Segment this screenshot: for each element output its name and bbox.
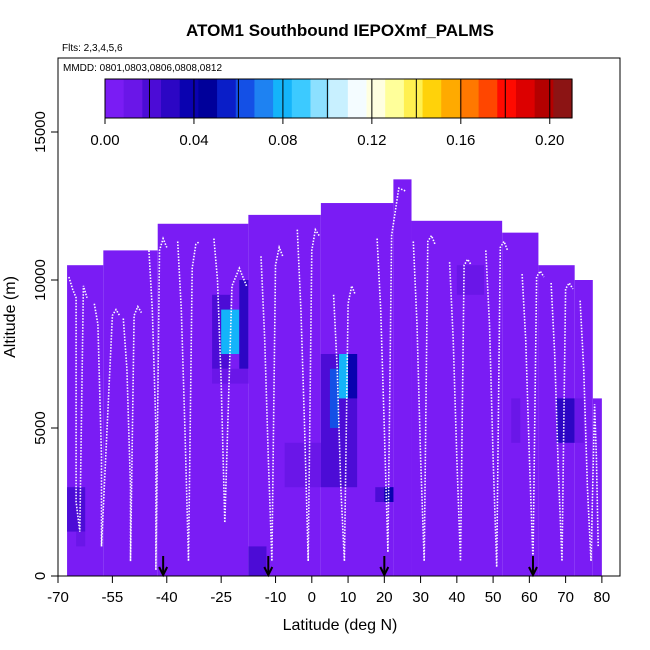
x-tick-label: -10 (265, 589, 287, 606)
heatmap-cell (339, 354, 349, 399)
x-tick-label: 0 (308, 589, 316, 606)
flights-note: Flts: 2,3,4,5,6 (62, 43, 123, 54)
heatmap-cell (248, 546, 267, 576)
heatmap-cell (592, 398, 602, 576)
x-tick-label: 20 (376, 589, 393, 606)
heatmap-cell (511, 398, 521, 443)
y-axis: 0 5000 10000 15000 (32, 111, 58, 580)
flight-track (376, 187, 407, 553)
x-tick-label: -70 (47, 589, 69, 606)
dates-note: MMDD: 0801,0803,0806,0808,0812 (63, 63, 222, 74)
colorbar-tick-label: 0.20 (535, 132, 564, 149)
colorbar-swatch (534, 79, 554, 118)
arrow-marker-head (379, 566, 390, 578)
heatmap-cell (556, 398, 575, 443)
flight-track (176, 240, 200, 562)
x-tick-label: -40 (156, 589, 178, 606)
colorbar-swatch (366, 79, 386, 118)
colorbar-swatch (422, 79, 442, 118)
colorbar-tick-label: 0.08 (268, 132, 297, 149)
flight-tracks (68, 187, 599, 571)
x-axis: -70 -55 -40 -25 -10 0 10 20 30 40 50 60 70 80 (47, 576, 610, 606)
y-tick-label: 15000 (32, 111, 49, 153)
colorbar-swatch (329, 79, 349, 118)
colorbar-swatch (142, 79, 162, 118)
heatmap-cell (384, 487, 394, 502)
y-axis-label: Altitude (m) (2, 276, 19, 358)
heatmap-cell (574, 398, 584, 443)
colorbar: 0.00 0.04 0.08 0.12 0.16 0.20 (90, 78, 573, 149)
colorbar-tick-label: 0.04 (179, 132, 208, 149)
x-tick-label: -25 (210, 589, 232, 606)
colorbar-swatch (441, 79, 461, 118)
heatmap-cell (67, 487, 86, 532)
colorbar-tick-label: 0.12 (357, 132, 386, 149)
heatmap-cell (157, 223, 249, 576)
flight-track (260, 244, 284, 562)
y-tick-label: 10000 (32, 259, 49, 301)
colorbar-swatch (497, 79, 517, 118)
x-tick-label: 40 (448, 589, 465, 606)
flight-track (296, 227, 320, 562)
x-axis-label: Latitude (deg N) (283, 617, 398, 634)
colorbar-swatch (198, 79, 218, 118)
colorbar-frame (104, 78, 573, 119)
arrow-marker-head (158, 566, 169, 578)
flight-track (122, 304, 143, 562)
heatmap-cell (456, 265, 485, 295)
colorbar-swatch (553, 79, 573, 118)
x-tick-label: 70 (557, 589, 574, 606)
flight-track (213, 238, 248, 523)
flight-track (93, 303, 121, 547)
colorbar-swatch (459, 79, 480, 118)
heatmap-cell (212, 368, 249, 384)
arrow-marker-head (528, 566, 538, 578)
colorbar-swatch (478, 79, 498, 118)
heatmap-cell (239, 280, 249, 369)
x-tick-label: 60 (521, 589, 538, 606)
y-tick-label: 5000 (32, 411, 49, 444)
colorbar-swatch (347, 79, 368, 118)
colorbar-tick-label: 0.00 (90, 132, 119, 149)
arrow-marker-head (263, 566, 274, 578)
colorbar-swatch (385, 79, 405, 118)
heatmap-cell (76, 531, 86, 547)
heatmap-cell (393, 179, 412, 577)
flight-track (579, 300, 599, 562)
colorbar-swatch (105, 79, 125, 118)
arrow-markers (158, 556, 538, 578)
chart-title: ATOM1 Southbound IEPOXmf_PALMS (186, 21, 494, 40)
colorbar-swatch (235, 79, 256, 118)
plot-frame (57, 57, 621, 577)
heatmap-cells (67, 179, 602, 577)
colorbar-swatch (161, 79, 181, 118)
x-tick-label: 30 (412, 589, 429, 606)
x-tick-label: -55 (102, 589, 124, 606)
colorbar-swatch (254, 79, 274, 118)
colorbar-swatch (310, 79, 330, 118)
colorbar-swatch (123, 79, 143, 118)
x-tick-label: 50 (485, 589, 502, 606)
y-tick-label: 0 (32, 572, 49, 580)
flight-track (68, 276, 88, 532)
colorbar-swatch (217, 79, 237, 118)
heatmap-cell (329, 368, 339, 428)
flight-track (147, 236, 168, 571)
colorbar-swatch (403, 79, 424, 118)
heatmap-cell (248, 214, 321, 576)
x-tick-label: 80 (594, 589, 611, 606)
colorbar-swatch (179, 79, 199, 118)
colorbar-swatch (291, 79, 312, 118)
heatmap-cell (348, 354, 358, 399)
heatmap-cell (284, 442, 321, 488)
colorbar-swatch (515, 79, 536, 118)
colorbar-tick-label: 0.16 (446, 132, 475, 149)
x-tick-label: 10 (340, 589, 357, 606)
